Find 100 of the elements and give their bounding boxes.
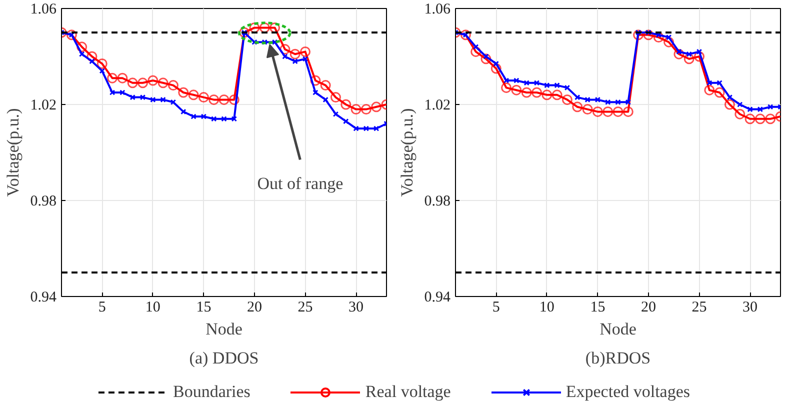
point [280, 44, 290, 55]
point [716, 80, 722, 86]
point [754, 114, 766, 124]
point [320, 80, 331, 91]
point [542, 90, 552, 100]
x-tick-label: 20 [640, 300, 656, 316]
point [272, 39, 278, 45]
point [302, 56, 308, 62]
text: (b)RDOS [585, 348, 651, 368]
point [218, 94, 230, 105]
point [228, 94, 240, 105]
y-axis-title: Voltage(p.u.) [3, 108, 22, 197]
point [604, 99, 611, 105]
y-tick-label: 1.06 [30, 2, 57, 18]
point [552, 90, 562, 100]
point [612, 106, 624, 117]
point [76, 42, 88, 52]
point [178, 87, 189, 98]
point [170, 99, 176, 105]
point [300, 46, 310, 57]
x-tick-label: 10 [539, 300, 554, 316]
x-tick-label: 20 [246, 300, 262, 316]
x-axis-title: Node [206, 320, 242, 338]
y-tick-label: 0.94 [30, 290, 57, 306]
point [572, 102, 583, 112]
point [86, 51, 98, 62]
point [120, 90, 126, 96]
point [109, 90, 116, 96]
point [714, 87, 725, 98]
legend-label: Real voltage [365, 382, 451, 402]
point [138, 78, 148, 88]
point [148, 75, 158, 86]
point [524, 80, 530, 86]
x-tick-label: 15 [196, 300, 212, 316]
point [674, 48, 684, 60]
point [312, 90, 318, 96]
y-tick-label: 0.98 [424, 194, 450, 210]
point [188, 90, 199, 100]
point [686, 51, 692, 57]
point [737, 102, 743, 108]
legend-label: Expected voltages [566, 382, 690, 402]
point [158, 78, 168, 88]
point [282, 54, 288, 60]
point [664, 36, 674, 48]
point [584, 96, 590, 103]
point [180, 108, 186, 115]
y-tick-label: 0.94 [424, 290, 451, 306]
point [262, 39, 268, 45]
point [625, 99, 632, 105]
point [511, 84, 522, 96]
point [332, 111, 339, 117]
text: (a) DDOS [189, 348, 259, 368]
point [290, 48, 300, 60]
point [490, 63, 502, 74]
point [78, 51, 85, 57]
point [353, 126, 359, 132]
point [330, 92, 341, 103]
point [544, 82, 550, 88]
point [322, 96, 328, 103]
point [514, 78, 520, 84]
point [371, 102, 382, 112]
point [622, 106, 634, 117]
point [633, 30, 644, 40]
x-axis-title: Node [600, 320, 636, 338]
point [360, 104, 372, 115]
x-tick-label: 15 [590, 300, 606, 316]
point [310, 75, 321, 86]
point [239, 27, 250, 38]
point [107, 72, 118, 84]
point [140, 94, 146, 100]
point [96, 58, 108, 69]
point [521, 87, 532, 98]
x-tick-label: 10 [145, 300, 160, 316]
point [160, 96, 166, 103]
point [704, 84, 715, 96]
point [249, 22, 260, 33]
x-tick-label: 5 [98, 300, 106, 316]
point [89, 58, 95, 64]
x-tick-label: 5 [492, 300, 500, 316]
point [460, 30, 471, 40]
point [706, 80, 712, 86]
point [615, 99, 621, 105]
point [554, 82, 560, 88]
point [666, 34, 672, 40]
point [270, 22, 280, 33]
point [221, 116, 227, 122]
point [653, 32, 664, 43]
point [564, 84, 570, 91]
point [470, 46, 482, 57]
point [210, 116, 217, 122]
point [767, 104, 774, 110]
point [684, 54, 694, 64]
point [734, 108, 746, 120]
point [562, 94, 572, 105]
point [724, 99, 735, 110]
y-axis-title: Voltage(p.u.) [397, 108, 416, 197]
point [574, 94, 580, 100]
point [582, 104, 593, 115]
point [594, 96, 601, 103]
point [99, 68, 105, 74]
